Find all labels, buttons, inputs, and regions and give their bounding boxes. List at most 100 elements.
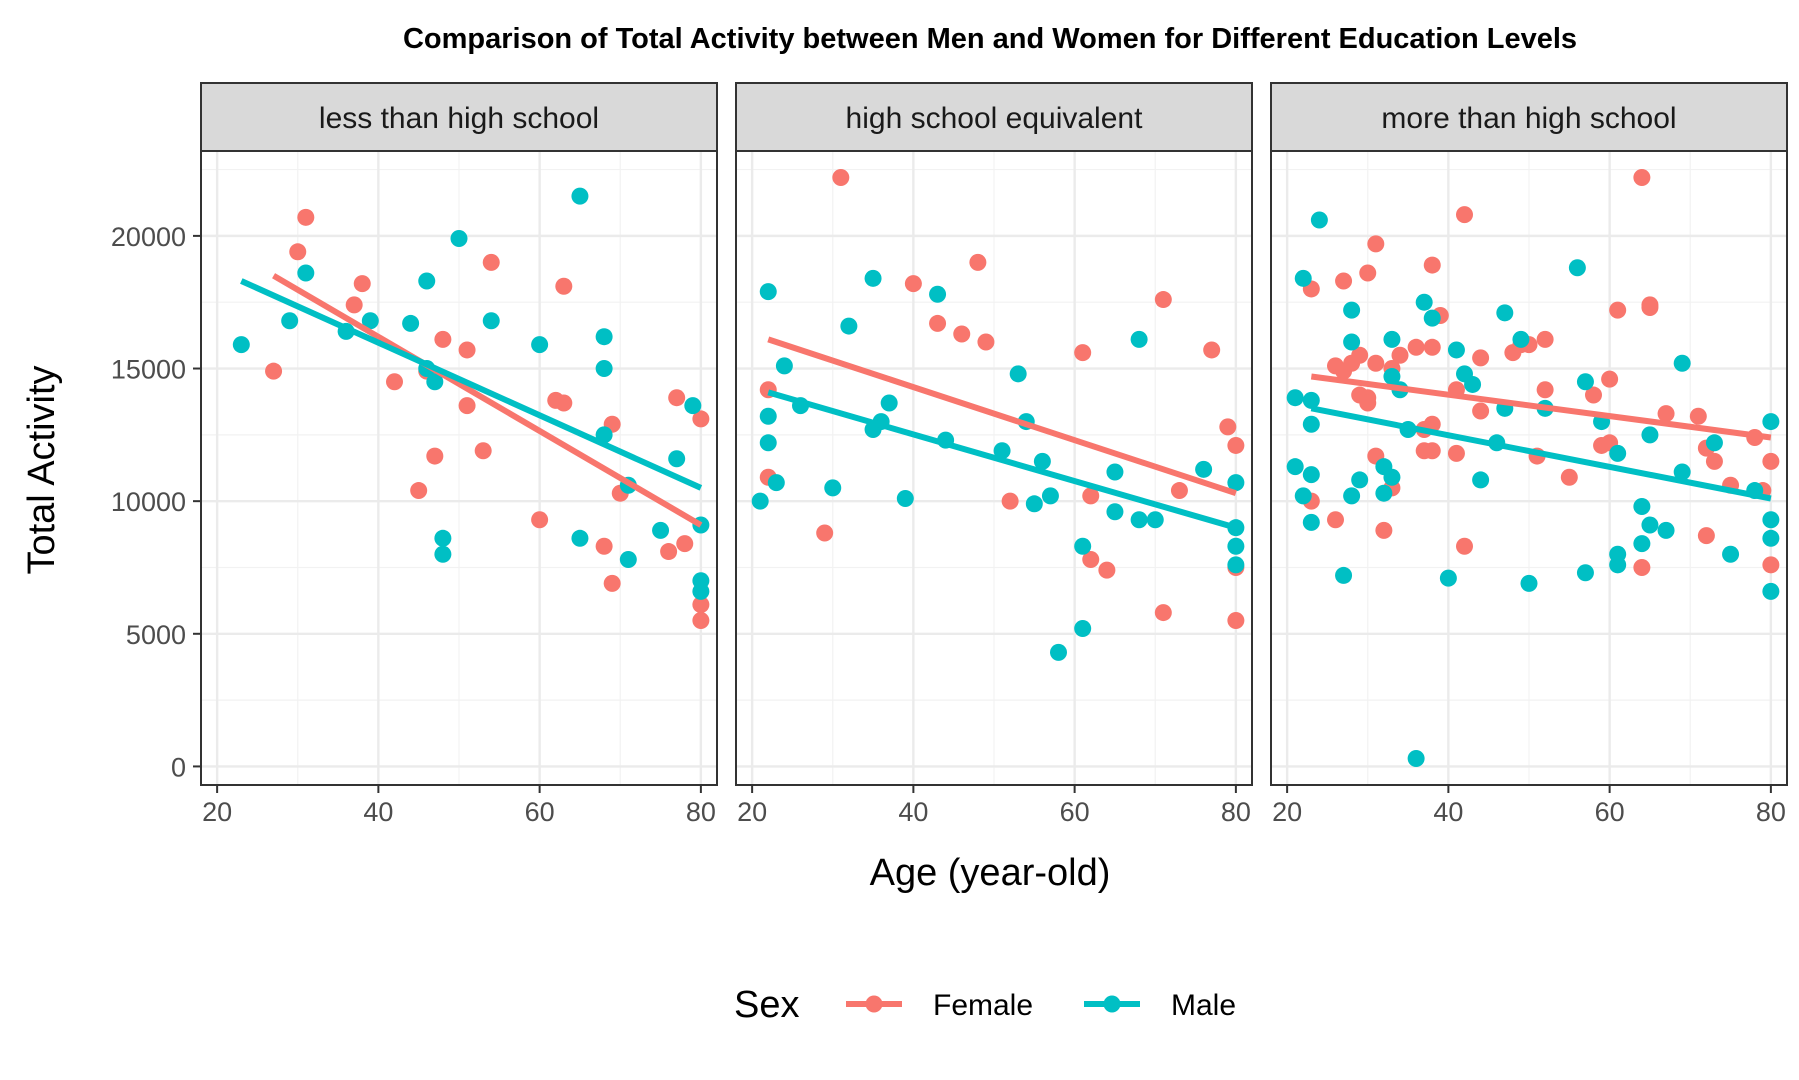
data-point [1576,373,1594,391]
data-point [1359,264,1377,282]
data-point [1673,354,1691,372]
x-tick-label: 40 [363,797,393,827]
data-point [426,373,444,391]
facet-strip-label: high school equivalent [846,102,1144,135]
x-tick-label: 80 [1221,797,1251,827]
data-point [1520,574,1538,592]
data-point [1367,235,1385,253]
facet-strip [200,82,718,152]
data-point [1762,452,1780,470]
data-point [1351,346,1369,364]
data-point [1219,418,1237,436]
data-point [1106,463,1124,481]
x-tick-label: 20 [737,797,767,827]
data-point [1154,291,1172,309]
data-point [652,521,670,539]
data-point [1609,556,1627,574]
data-point [434,545,452,563]
data-point [1195,460,1213,478]
legend-label: Female [933,989,1033,1022]
x-tick-label: 80 [1756,797,1786,827]
data-point [571,187,589,205]
data-point [1601,370,1619,388]
data-point [297,208,315,226]
data-point [993,442,1011,460]
trend-line [767,389,1237,531]
data-point [816,524,834,542]
data-point [474,442,492,460]
data-point [1657,405,1675,423]
data-point [1050,643,1067,661]
data-point [426,447,444,465]
trend-line [240,278,703,491]
data-point [1227,612,1245,630]
data-point [1106,503,1124,521]
data-point [1407,338,1425,356]
x-tick-label: 60 [1595,797,1625,827]
data-point [595,426,613,444]
data-point [1391,346,1409,364]
data-point [418,272,436,290]
data-point [767,474,785,492]
data-point [1536,330,1554,348]
x-tick-label: 80 [686,797,716,827]
data-point [1633,558,1651,576]
data-point [864,269,882,287]
y-tick-label: 15000 [111,355,186,385]
data-point [1302,466,1320,484]
data-point [1705,434,1723,452]
data-point [1203,341,1221,359]
trend-line [1310,373,1772,441]
data-point [1294,269,1312,287]
data-point [595,537,613,555]
data-point [531,511,549,529]
data-point [1367,354,1385,372]
chart-title: Comparison of Total Activity between Men… [403,23,1577,55]
data-point [1496,304,1514,322]
data-point [668,450,686,468]
data-point [1327,511,1344,529]
data-point [775,357,793,375]
x-tick-label: 20 [1272,797,1302,827]
legend-title: Sex [734,984,799,1026]
y-axis: 0 5000 10000 15000 20000 [111,222,201,782]
data-point [977,333,995,351]
data-point [289,243,307,261]
data-point [1359,394,1377,412]
data-point [1762,556,1780,574]
data-point [1472,402,1490,420]
data-point [1472,349,1490,367]
data-point [1407,749,1425,767]
data-point [1383,468,1401,486]
data-point [1310,211,1328,229]
data-point [1697,527,1715,545]
data-point [1335,272,1353,290]
data-point [1609,301,1627,319]
facet-panel: high school equivalent 20 40 60 80 [735,82,1253,827]
facet-panel: less than high school 20 40 60 80 [200,82,718,827]
legend-entries: Female Male [846,989,1236,1022]
data-point [482,253,500,271]
facet-strip [735,82,1253,152]
data-point [1074,344,1092,362]
data-point [1585,386,1602,404]
data-point [1423,442,1441,460]
data-point [1536,381,1554,399]
data-point [1560,468,1578,486]
data-point [1227,436,1245,454]
data-point [353,275,371,293]
data-point [1146,511,1164,529]
x-tick-label: 60 [1060,797,1090,827]
data-point [1633,497,1651,515]
data-point [904,275,922,293]
data-point [1343,301,1361,319]
x-tick-label: 60 [525,797,555,827]
data-point [1343,487,1361,505]
y-tick-label: 0 [171,752,186,782]
data-point [1375,521,1393,539]
data-point [1439,569,1457,587]
data-point [1423,309,1441,327]
data-point [458,341,476,359]
